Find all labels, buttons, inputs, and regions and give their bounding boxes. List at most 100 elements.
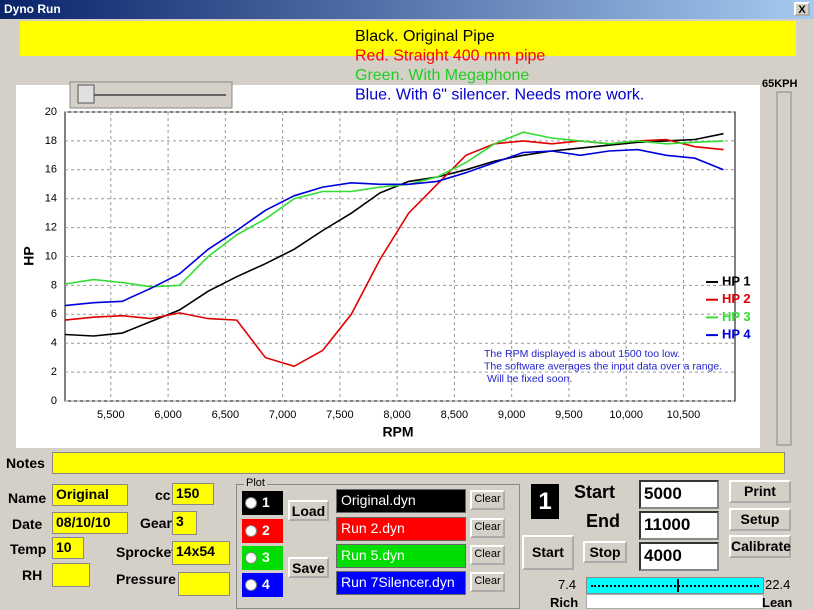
- clear-button[interactable]: Clear: [470, 572, 505, 592]
- speed-label: 65KPH: [762, 78, 798, 90]
- run-number: 4: [262, 576, 270, 592]
- sprocket-field[interactable]: 14x54: [172, 541, 230, 565]
- run-selector[interactable]: 3: [242, 546, 283, 570]
- radio[interactable]: [245, 579, 257, 591]
- x-tick-label: 6,000: [154, 409, 182, 421]
- end-label: End: [586, 511, 620, 531]
- plot-group-title: Plot: [244, 477, 267, 489]
- annotation: The RPM displayed is about 1500 too low.: [484, 348, 680, 360]
- name-label: Name: [8, 490, 47, 506]
- close-button[interactable]: X: [794, 2, 810, 16]
- legend-label: HP 1: [722, 273, 751, 288]
- speed-bar: [776, 91, 792, 446]
- clear-button[interactable]: Clear: [470, 518, 505, 538]
- series-line: [64, 132, 724, 337]
- y-tick-label: 0: [51, 395, 57, 407]
- run-selector[interactable]: 2: [242, 519, 283, 543]
- banner-line: Blue. With 6" silencer. Needs more work.: [355, 87, 644, 104]
- print-button[interactable]: Print: [729, 480, 791, 503]
- y-tick-label: 4: [51, 337, 57, 349]
- rh-label: RH: [22, 567, 43, 583]
- slider-thumb[interactable]: [77, 84, 95, 104]
- run-file: Run 2.dyn: [336, 517, 466, 541]
- end-rpm-field[interactable]: 11000: [639, 511, 719, 540]
- x-tick-label: 8,500: [441, 409, 469, 421]
- series-line: [64, 131, 724, 288]
- lean-label: Lean: [762, 595, 793, 610]
- y-tick-label: 20: [45, 106, 57, 118]
- y-axis-label: HP: [21, 246, 37, 265]
- x-tick-label: 9,500: [555, 409, 583, 421]
- legend-label: HP 3: [722, 309, 751, 324]
- y-tick-label: 2: [51, 366, 57, 378]
- start-rpm-field[interactable]: 5000: [639, 480, 719, 509]
- notes-field[interactable]: [52, 452, 785, 474]
- x-tick-label: 10,000: [609, 409, 643, 421]
- banner: [20, 21, 796, 56]
- y-tick-label: 18: [45, 135, 57, 147]
- legend-label: HP 4: [722, 327, 751, 342]
- y-tick-label: 14: [45, 193, 57, 205]
- start-label: Start: [574, 482, 616, 502]
- radio[interactable]: [245, 525, 257, 537]
- x-axis-label: RPM: [382, 424, 413, 440]
- stop-button[interactable]: Stop: [583, 541, 627, 563]
- radio[interactable]: [245, 552, 257, 564]
- clear-button[interactable]: Clear: [470, 490, 505, 510]
- run-file: Run 7Silencer.dyn: [336, 571, 466, 595]
- cc-label: cc: [155, 487, 171, 503]
- mixture-max: 22.4: [765, 577, 791, 592]
- run-number: 1: [262, 494, 270, 510]
- temp-label: Temp: [10, 541, 47, 557]
- run-file: Run 5.dyn: [336, 544, 466, 568]
- calibrate-button[interactable]: Calibrate: [729, 535, 791, 558]
- setup-button[interactable]: Setup: [729, 508, 791, 531]
- x-tick-label: 10,500: [667, 409, 701, 421]
- x-tick-label: 9,000: [498, 409, 526, 421]
- clear-button[interactable]: Clear: [470, 545, 505, 565]
- x-tick-label: 7,000: [269, 409, 297, 421]
- meter-needle: [677, 579, 679, 592]
- rh-field[interactable]: [52, 563, 90, 587]
- start-button[interactable]: Start: [522, 535, 574, 570]
- y-tick-label: 12: [45, 222, 57, 234]
- window-title: Dyno Run: [4, 2, 61, 16]
- meter-base: [586, 594, 764, 609]
- pressure-field[interactable]: [178, 572, 230, 596]
- name-field[interactable]: Original: [52, 484, 128, 506]
- y-tick-label: 16: [45, 164, 57, 176]
- load-button[interactable]: Load: [288, 500, 329, 521]
- y-tick-label: 8: [51, 279, 57, 291]
- current-run: 1: [531, 484, 559, 519]
- banner-line: Green. With Megaphone: [355, 67, 529, 84]
- step-field[interactable]: 4000: [639, 542, 719, 571]
- run-selector[interactable]: 4: [242, 573, 283, 597]
- meter-dashes: [591, 585, 759, 587]
- chart-background: [16, 85, 760, 448]
- run-file: Original.dyn: [336, 489, 466, 513]
- x-tick-label: 7,500: [326, 409, 354, 421]
- series-line: [64, 148, 724, 307]
- banner-line: Black. Original Pipe: [355, 28, 495, 45]
- annotation: Will be fixed soon.: [487, 373, 572, 385]
- rich-label: Rich: [550, 595, 579, 610]
- title-bar: Dyno Run X: [0, 0, 814, 19]
- date-field[interactable]: 08/10/10: [52, 512, 128, 534]
- cc-field[interactable]: 150: [172, 483, 214, 505]
- notes-label: Notes: [6, 455, 45, 471]
- y-tick-label: 6: [51, 308, 57, 320]
- sprocket-label: Sprocket: [116, 544, 176, 560]
- radio[interactable]: [245, 497, 257, 509]
- gear-field[interactable]: 3: [172, 511, 197, 535]
- annotation: The software averages the input data ove…: [484, 360, 722, 372]
- mixture-min: 7.4: [558, 577, 577, 592]
- run-selector[interactable]: 1: [242, 491, 283, 515]
- run-number: 2: [262, 522, 270, 538]
- save-button[interactable]: Save: [288, 557, 329, 578]
- x-tick-label: 5,500: [97, 409, 125, 421]
- banner-line: Red. Straight 400 mm pipe: [355, 48, 545, 65]
- temp-field[interactable]: 10: [52, 537, 84, 559]
- y-tick-label: 10: [45, 250, 57, 262]
